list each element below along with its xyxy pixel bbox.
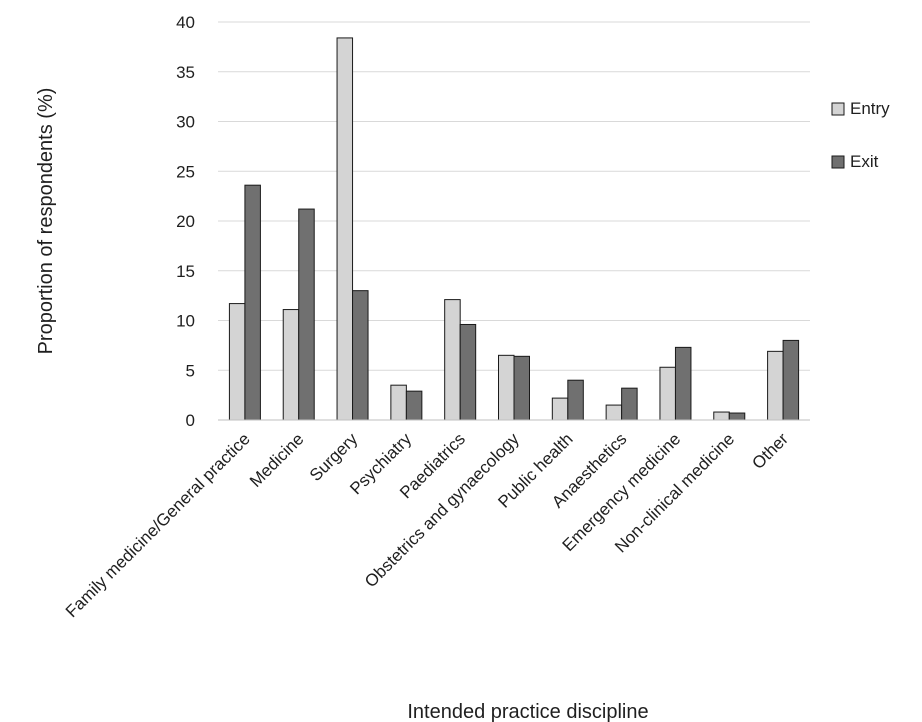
bar-entry xyxy=(282,309,300,421)
bar-entry xyxy=(767,350,784,421)
y-tick-labels: 0 5 10 15 20 25 30 35 40 xyxy=(176,13,195,430)
bar-entry xyxy=(659,366,676,421)
legend-label-exit: Exit xyxy=(850,152,879,171)
y-tick-label: 5 xyxy=(186,361,195,380)
bar-entry xyxy=(713,411,730,421)
x-axis-title: Intended practice discipline xyxy=(407,701,648,722)
bar-exit xyxy=(728,412,746,421)
y-tick-label: 30 xyxy=(176,113,195,132)
y-tick-label: 40 xyxy=(176,13,195,32)
y-axis-title: Proportion of respondents (%) xyxy=(35,88,57,355)
x-tick-label: Family medicine/General practice xyxy=(62,429,254,621)
bar-entry xyxy=(390,384,407,421)
bar-exit xyxy=(513,355,530,421)
x-tick-labels: Family medicine/General practiceMedicine… xyxy=(62,429,792,621)
bar-entry xyxy=(444,299,461,421)
legend-label-entry: Entry xyxy=(850,99,890,118)
y-tick-label: 15 xyxy=(176,262,195,281)
bar-entry xyxy=(551,397,569,421)
bar-exit xyxy=(782,339,800,421)
y-tick-label: 35 xyxy=(176,63,195,82)
bar-entry xyxy=(498,354,515,421)
bar-entry xyxy=(228,303,246,421)
bar-exit xyxy=(621,387,638,421)
y-tick-label: 0 xyxy=(186,411,195,430)
y-tick-label: 25 xyxy=(176,162,195,181)
bar-exit xyxy=(405,390,423,421)
bar-exit xyxy=(352,290,369,421)
legend-swatch-exit xyxy=(831,155,845,169)
x-tick-label: Medicine xyxy=(246,429,308,491)
bar-exit xyxy=(298,208,315,421)
bars xyxy=(228,37,800,421)
x-tick-label: Other xyxy=(748,429,792,473)
bar-entry xyxy=(605,404,623,421)
bar-exit xyxy=(459,323,477,421)
bar-exit xyxy=(674,346,692,421)
y-tick-label: 10 xyxy=(176,312,195,331)
legend-swatch-entry xyxy=(831,102,845,116)
bar-exit xyxy=(567,379,584,421)
y-tick-label: 20 xyxy=(176,212,195,231)
bar-entry xyxy=(336,37,354,421)
bar-exit xyxy=(244,184,261,421)
legend: Entry Exit xyxy=(831,99,890,171)
gridlines xyxy=(218,21,810,371)
